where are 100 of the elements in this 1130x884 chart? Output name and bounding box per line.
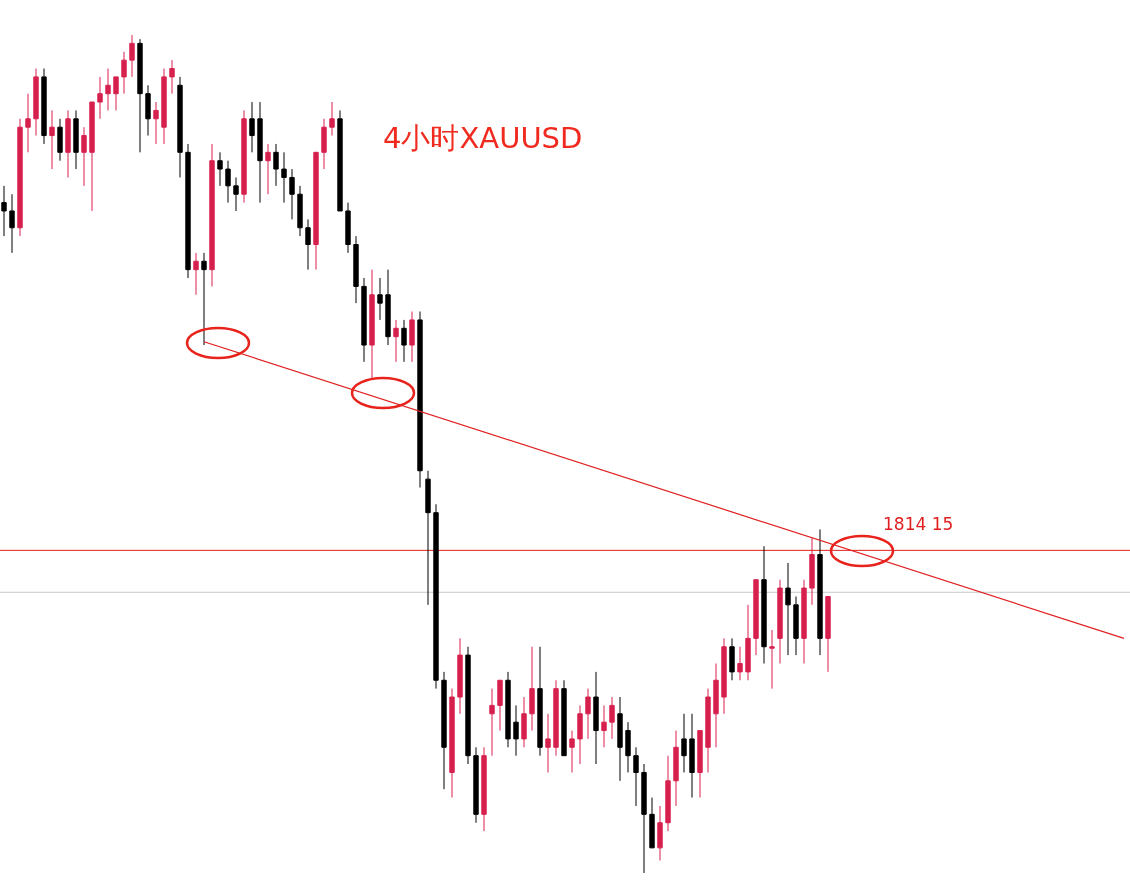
candlestick <box>385 269 391 346</box>
candlestick <box>1 185 7 237</box>
candlestick <box>425 470 431 606</box>
candlestick <box>473 746 479 824</box>
candlestick <box>9 193 15 254</box>
candlestick <box>617 696 623 782</box>
candlestick <box>705 688 711 773</box>
candlestick <box>169 59 175 95</box>
candlestick <box>345 202 351 254</box>
candlestick <box>641 763 647 874</box>
candlestick <box>209 143 215 287</box>
candlestick <box>193 252 199 296</box>
candlestick <box>713 663 719 748</box>
candlestick <box>609 696 615 740</box>
candlestick <box>329 101 335 137</box>
candlestick <box>465 646 471 765</box>
candlestick <box>817 528 823 656</box>
candlestick <box>89 101 95 212</box>
candlestick <box>273 143 279 187</box>
candlestick <box>289 168 295 220</box>
candlestick <box>785 562 791 656</box>
candlestick <box>97 76 103 120</box>
candlestick <box>625 721 631 773</box>
candlestick <box>449 688 455 799</box>
candlestick <box>801 579 807 664</box>
candlestick <box>681 713 687 773</box>
candlestick <box>73 109 79 170</box>
candlestick <box>505 671 511 748</box>
candlestick <box>137 38 143 153</box>
candlestick <box>217 151 223 187</box>
candlestick <box>521 696 527 748</box>
candlestick <box>545 713 551 773</box>
candlestick <box>409 311 415 363</box>
candlestick <box>81 126 87 187</box>
candlestick <box>161 68 167 145</box>
candlestick <box>553 679 559 757</box>
candlestick <box>497 679 503 732</box>
candlestick <box>593 671 599 765</box>
candlestick <box>65 109 71 178</box>
candlestick <box>537 646 543 757</box>
candlestick <box>249 101 255 153</box>
candlestick <box>649 797 655 849</box>
candlestick <box>745 604 751 681</box>
candlestick <box>809 537 815 606</box>
candlestick <box>185 143 191 279</box>
candlestick <box>129 34 135 78</box>
candlestick <box>353 235 359 304</box>
candlestick <box>657 805 663 861</box>
candlestick <box>673 730 679 807</box>
candlestick <box>49 109 55 170</box>
candlestick <box>529 646 535 732</box>
candlestick <box>753 579 759 656</box>
candlestick <box>225 160 231 204</box>
candlestick <box>25 93 31 153</box>
candlestick <box>729 637 735 681</box>
candlestick <box>241 109 247 204</box>
candlestick <box>313 151 319 271</box>
candlestick <box>513 704 519 757</box>
candlestick <box>337 109 343 212</box>
candlestick <box>489 688 495 757</box>
candlestick <box>633 746 639 807</box>
candlestick <box>689 713 695 799</box>
candlestick <box>577 704 583 765</box>
candlestick <box>201 252 207 346</box>
candlestick <box>57 118 63 162</box>
candlestick <box>233 176 239 212</box>
candlestick <box>281 151 287 204</box>
candlestick <box>177 76 183 178</box>
candlestick <box>417 311 423 489</box>
candlestick <box>569 730 575 773</box>
candlestick <box>481 746 487 832</box>
candlestick <box>145 84 151 137</box>
candlestick <box>561 679 567 757</box>
candlestick <box>17 118 23 237</box>
candlestick <box>265 143 271 195</box>
candlestick <box>393 319 399 363</box>
candlestick <box>297 185 303 237</box>
candlestick <box>369 269 375 380</box>
candlestick <box>769 629 775 690</box>
candlestick <box>377 277 383 321</box>
candlestick <box>433 503 439 690</box>
candlestick <box>441 671 447 790</box>
candlestick <box>305 218 311 271</box>
candlestick <box>361 277 367 363</box>
candlestick <box>257 101 263 204</box>
candlestick <box>793 595 799 656</box>
candlestick <box>761 545 767 664</box>
candlestick <box>777 579 783 664</box>
candlestick <box>121 51 127 95</box>
candlestick <box>665 755 671 832</box>
candlestick <box>153 101 159 145</box>
candlestick <box>33 68 39 137</box>
annotation: 1814 15 <box>883 514 954 535</box>
candlestick <box>825 595 831 673</box>
text: 4小时XAUUSD <box>383 121 583 155</box>
candlestick <box>721 637 727 715</box>
candlestick <box>697 730 703 799</box>
candlestick <box>41 68 47 145</box>
candlestick <box>601 704 607 748</box>
candlestick <box>401 319 407 363</box>
